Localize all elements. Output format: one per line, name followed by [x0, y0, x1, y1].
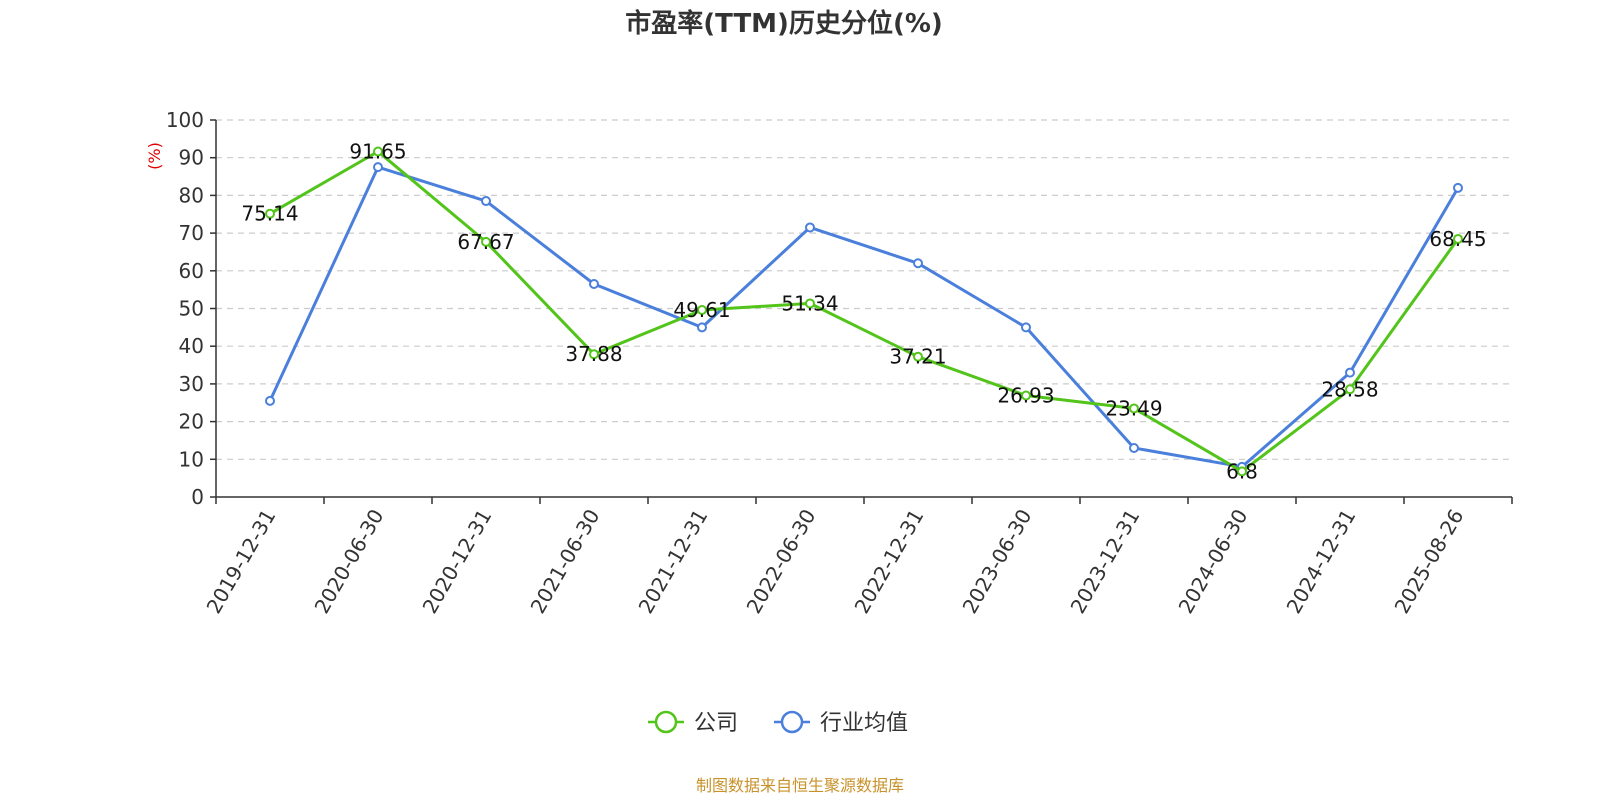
y-tick-label: 90	[179, 146, 204, 170]
data-label: 28.58	[1321, 377, 1378, 401]
data-label: 91.65	[349, 139, 406, 163]
y-axis-unit: (%)	[145, 142, 164, 170]
source-note: 制图数据来自恒生聚源数据库	[696, 776, 904, 795]
x-tick-label: 2024-12-31	[1281, 505, 1360, 618]
legend[interactable]: 公司 行业均值	[648, 710, 908, 736]
legend-label: 公司	[694, 711, 738, 736]
data-label: 6.8	[1226, 459, 1258, 483]
x-tick-label: 2020-06-30	[309, 505, 388, 618]
data-label: 75.14	[241, 202, 298, 226]
data-label: 49.61	[673, 298, 730, 322]
series-0-point[interactable]	[265, 208, 275, 219]
series-1-point[interactable]	[913, 258, 923, 269]
series-0-point[interactable]	[589, 349, 599, 360]
data-label: 51.34	[781, 291, 838, 315]
series-1-point[interactable]	[373, 162, 383, 173]
data-label: 23.49	[1105, 396, 1162, 420]
x-tick-label: 2025-08-26	[1389, 505, 1468, 618]
x-tick-label: 2019-12-31	[201, 505, 280, 618]
legend-item-0[interactable]: 公司	[648, 710, 738, 736]
data-label: 67.67	[457, 230, 514, 254]
y-tick-label: 0	[191, 485, 204, 509]
data-label: 37.88	[565, 342, 622, 366]
series-line-1	[268, 165, 1460, 469]
series-1-point[interactable]	[1129, 442, 1139, 453]
series-0-point[interactable]	[1345, 384, 1355, 395]
series-0-point[interactable]	[1021, 390, 1031, 401]
series-0-point[interactable]	[1453, 233, 1463, 244]
grid-lines	[216, 119, 1512, 460]
y-tick-label: 40	[179, 334, 204, 358]
y-tick-label: 80	[179, 183, 204, 207]
x-tick-label: 2020-12-31	[417, 505, 496, 618]
series-1-point[interactable]	[1345, 367, 1355, 378]
series-0-point[interactable]	[481, 236, 491, 247]
y-tick-label: 20	[179, 410, 204, 434]
axes: 0 10 20 30 40 50 60 70 80 90 100 2019-12-31 2020-06-…	[166, 108, 1513, 618]
series-1-point[interactable]	[1021, 322, 1031, 333]
series-line-0	[269, 150, 1460, 473]
series-0-point[interactable]	[913, 351, 923, 362]
x-tick-label: 2022-12-31	[849, 505, 928, 618]
series-0-point[interactable]	[1129, 403, 1139, 414]
x-tick-label: 2023-12-31	[1065, 505, 1144, 618]
series-lines	[265, 146, 1463, 477]
series-0-point[interactable]	[1237, 466, 1247, 477]
x-tick-label: 2023-06-30	[957, 505, 1036, 618]
legend-marker	[780, 710, 804, 734]
chart-title: 市盈率(TTM)历史分位(%)	[625, 8, 943, 39]
data-label: 37.21	[889, 345, 946, 369]
legend-marker	[654, 710, 678, 734]
series-0-point[interactable]	[805, 298, 815, 309]
series-1-point[interactable]	[481, 196, 491, 207]
y-tick-label: 10	[179, 447, 204, 471]
data-label: 68.45	[1429, 227, 1486, 251]
y-tick-label: 50	[179, 297, 204, 321]
series-1-point[interactable]	[805, 222, 815, 233]
y-tick-label: 30	[179, 372, 204, 396]
x-tick-label: 2021-06-30	[525, 505, 604, 618]
series-1-point[interactable]	[265, 395, 275, 406]
series-1-point[interactable]	[697, 322, 707, 333]
series-1-point[interactable]	[589, 278, 599, 289]
data-labels: 75.14 91.65 67.67 37.88 49.61 51.34 37.21 26.93…	[241, 139, 1486, 483]
data-label: 26.93	[997, 383, 1054, 407]
series-0-point[interactable]	[373, 146, 383, 157]
series-0-point[interactable]	[697, 304, 707, 315]
y-tick-label: 100	[166, 108, 204, 132]
x-tick-label: 2024-06-30	[1173, 505, 1252, 618]
legend-label: 行业均值	[820, 711, 908, 736]
y-tick-label: 60	[179, 259, 204, 283]
y-tick-label: 70	[179, 221, 204, 245]
legend-item-1[interactable]: 行业均值	[774, 710, 908, 736]
series-1-point[interactable]	[1453, 182, 1463, 193]
x-tick-label: 2022-06-30	[741, 505, 820, 618]
x-tick-label: 2021-12-31	[633, 505, 712, 618]
